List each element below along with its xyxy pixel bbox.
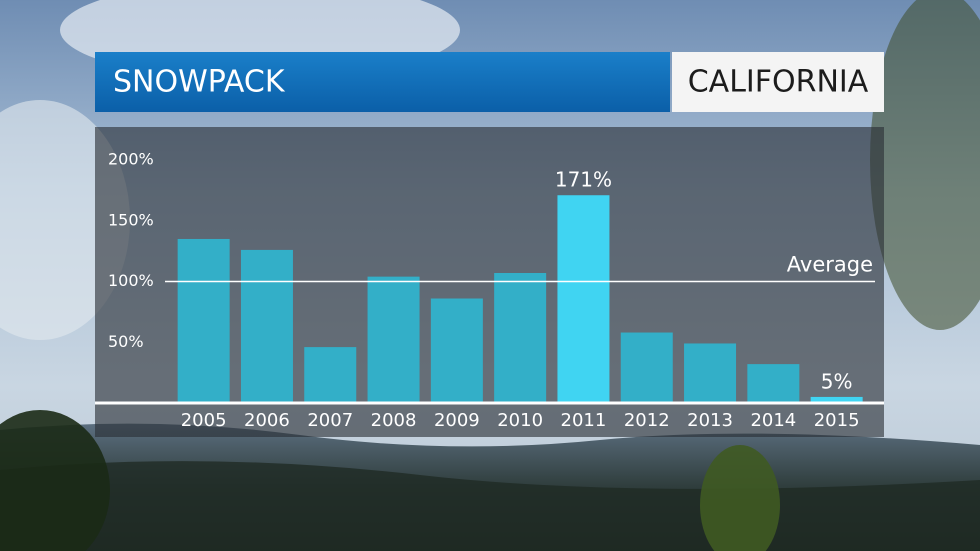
bar: [304, 347, 357, 403]
x-tick-label: 2013: [687, 410, 733, 431]
bar: [240, 249, 293, 403]
y-tick-label: 50%: [108, 332, 144, 351]
bar: [620, 332, 673, 403]
x-tick-label: 2007: [307, 410, 353, 431]
x-tick-label: 2012: [624, 410, 670, 431]
bar: [684, 343, 737, 403]
title-bar: [95, 52, 670, 112]
x-tick-label: 2005: [181, 410, 227, 431]
x-tick-label: 2011: [561, 410, 607, 431]
y-tick-label: 100%: [108, 271, 154, 290]
bar: [177, 238, 230, 403]
bar: [557, 195, 610, 403]
x-tick-label: 2009: [434, 410, 480, 431]
bar: [430, 298, 483, 403]
bar: [367, 276, 420, 403]
x-tick-label: 2015: [814, 410, 860, 431]
value-label: 5%: [821, 369, 853, 393]
x-tick-label: 2008: [371, 410, 417, 431]
y-tick-label: 150%: [108, 210, 154, 229]
subtitle-box: [672, 52, 884, 112]
chart-subtitle: CALIFORNIA: [688, 65, 869, 100]
bar: [494, 272, 547, 403]
tree: [700, 445, 780, 551]
bar: [747, 364, 800, 403]
y-tick-label: 200%: [108, 150, 154, 169]
chart-title: SNOWPACK: [113, 65, 286, 100]
bar: [810, 396, 863, 403]
tree: [870, 0, 980, 330]
tree: [0, 410, 110, 551]
value-label: 171%: [555, 168, 612, 192]
x-tick-label: 2014: [750, 410, 796, 431]
average-label: Average: [787, 253, 873, 277]
x-tick-label: 2006: [244, 410, 290, 431]
x-tick-label: 2010: [497, 410, 543, 431]
